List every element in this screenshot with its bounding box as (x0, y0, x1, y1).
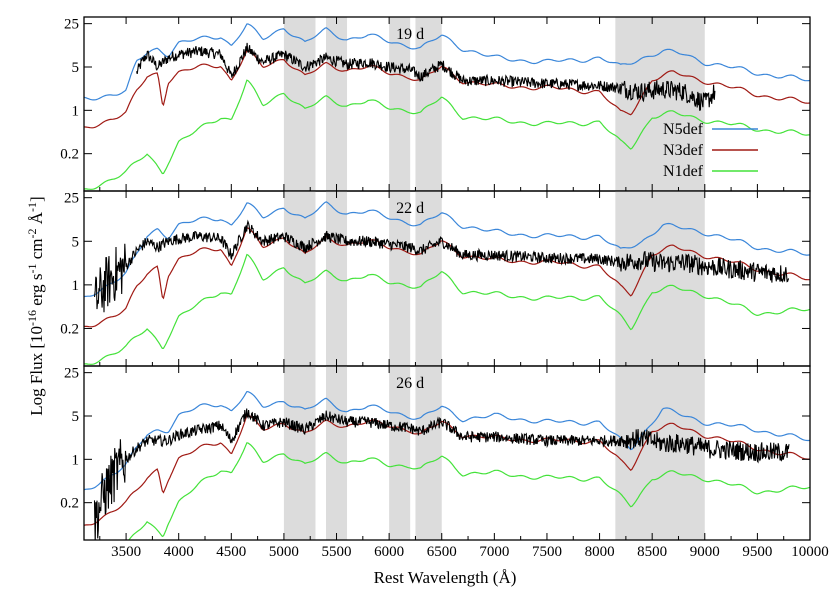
shaded-band (415, 366, 442, 540)
y-tick-label: 5 (72, 409, 80, 425)
legend-label: N5def (663, 121, 704, 138)
y-axis-title: Log Flux [10-16 erg s-1 cm-2 Å-1] (25, 196, 46, 415)
epoch-label: 26 d (396, 375, 424, 392)
y-tick-label: 1 (72, 103, 80, 119)
y-title-exp4: -1 (25, 202, 39, 212)
y-tick-label: 0.2 (60, 147, 79, 163)
x-tick-label: 5500 (322, 544, 352, 560)
y-title-exp2: -1 (25, 263, 39, 273)
y-tick-label: 5 (72, 234, 80, 250)
x-axis: 3500 4000 4500 5000 5500 6000 6500 7000 7500 8000… (111, 544, 829, 560)
y-tick-label: 0.2 (60, 496, 79, 512)
x-tick-label: 6000 (374, 544, 404, 560)
legend-label: N3def (663, 142, 704, 159)
series-group (84, 23, 810, 190)
y-tick-label: 5 (72, 60, 80, 76)
x-tick-label: 8000 (585, 544, 615, 560)
series-line-n3def (84, 49, 810, 129)
series-line-observed (93, 408, 790, 540)
x-axis-title: Rest Wavelength (Å) (374, 568, 517, 587)
series-group (84, 390, 810, 540)
series-line-n1def (128, 442, 810, 540)
shaded-band (326, 366, 348, 540)
panel-2: 0.2 1 5 25 22 d (60, 190, 811, 367)
epoch-label: 22 d (396, 200, 424, 217)
shaded-band (389, 366, 411, 540)
shaded-band (615, 17, 705, 191)
shaded-band (615, 366, 705, 540)
series-line-n1def (84, 253, 810, 365)
y-tick-label: 25 (64, 191, 79, 207)
series-line-n1def (84, 79, 810, 190)
shaded-band (415, 17, 442, 191)
y-title-mid3: Å (27, 211, 46, 228)
x-tick-label: 7000 (479, 544, 509, 560)
shaded-band (389, 17, 411, 191)
x-tick-label: 4000 (164, 544, 194, 560)
y-tick-label: 1 (72, 278, 80, 294)
series-line-observed (136, 42, 716, 111)
series-line-observed (93, 219, 789, 313)
legend-label: N1def (663, 163, 704, 180)
x-tick-label: 8500 (637, 544, 667, 560)
series-line-n5def (84, 390, 810, 491)
panels-group: 0.2 1 5 25 19 d 0.2 1 5 25 22 d 0.2 1 5 25 26 d (60, 16, 811, 541)
y-title-mid2: cm (27, 238, 46, 263)
x-tick-label: 6500 (427, 544, 457, 560)
y-tick-label: 25 (64, 17, 79, 33)
epoch-label: 19 d (396, 26, 424, 43)
shaded-band (283, 366, 316, 540)
y-title-mid1: erg s (27, 273, 46, 310)
legend: N5def N3def N1def (663, 121, 758, 180)
x-tick-label: 9500 (742, 544, 772, 560)
shaded-band (415, 191, 442, 366)
series-line-n5def (84, 201, 810, 298)
y-tick-label: 1 (72, 452, 80, 468)
series-line-n5def (84, 23, 810, 101)
x-tick-label: 10000 (791, 544, 829, 560)
y-title-exp1: -16 (25, 310, 39, 326)
y-title-exp3: -2 (25, 228, 39, 238)
x-tick-label: 9000 (690, 544, 720, 560)
shaded-band (615, 191, 705, 366)
x-tick-label: 3500 (111, 544, 141, 560)
y-title-suffix: ] (27, 196, 46, 202)
y-tick-label: 0.2 (60, 321, 79, 337)
y-title-prefix: Log Flux [10 (27, 326, 46, 416)
x-tick-label: 7500 (532, 544, 562, 560)
panel-3: 0.2 1 5 25 26 d (60, 365, 811, 541)
panel-frame (83, 365, 811, 541)
shaded-band (389, 191, 411, 366)
x-tick-label: 5000 (269, 544, 299, 560)
y-tick-label: 25 (64, 366, 79, 382)
series-group (84, 201, 810, 365)
x-tick-label: 4500 (216, 544, 246, 560)
